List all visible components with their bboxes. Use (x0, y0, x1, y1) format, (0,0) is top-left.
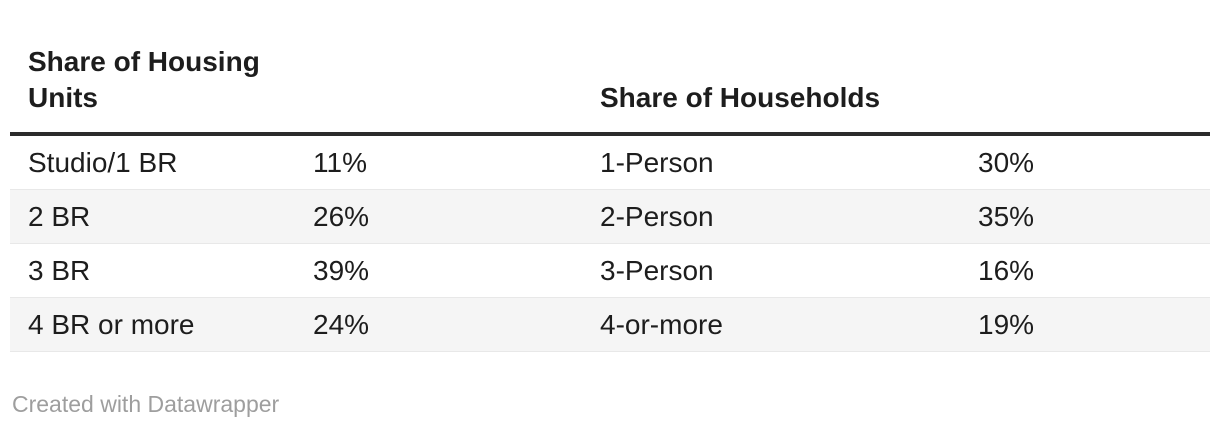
table-cell: 3 BR (10, 243, 295, 298)
col-header-housing-units-value (295, 0, 582, 136)
attribution-text: Created with Datawrapper (12, 391, 280, 417)
table-cell: 30% (960, 134, 1210, 190)
table-cell: 19% (960, 297, 1210, 352)
table-cell: 35% (960, 189, 1210, 244)
table-cell: 2 BR (10, 189, 295, 244)
table-row: 2 BR 26% 2-Person 35% (10, 189, 1210, 244)
table-cell: 16% (960, 243, 1210, 298)
table-row: 3 BR 39% 3-Person 16% (10, 243, 1210, 298)
table-cell: 24% (295, 297, 582, 352)
col-header-share-of-households: Share of Households (582, 0, 960, 136)
table-cell: 1-Person (582, 134, 960, 190)
table-cell: 4 BR or more (10, 297, 295, 352)
table-cell: 4-or-more (582, 297, 960, 352)
table-row: Studio/1 BR 11% 1-Person 30% (10, 134, 1210, 190)
col-header-households-value (960, 0, 1210, 136)
table-cell: 2-Person (582, 189, 960, 244)
table-cell: Studio/1 BR (10, 134, 295, 190)
data-table: Share of Housing Units Share of Househol… (10, 0, 1210, 352)
table-cell: 39% (295, 243, 582, 298)
table-cell: 26% (295, 189, 582, 244)
table-row: 4 BR or more 24% 4-or-more 19% (10, 297, 1210, 352)
table-header-row: Share of Housing Units Share of Househol… (10, 0, 1210, 136)
table-cell: 3-Person (582, 243, 960, 298)
table-body: Studio/1 BR 11% 1-Person 30% 2 BR 26% 2-Person… (10, 134, 1210, 352)
col-header-share-of-housing-units: Share of Housing Units (10, 0, 295, 136)
table-header: Share of Housing Units Share of Househol… (10, 0, 1210, 136)
table-cell: 11% (295, 134, 582, 190)
